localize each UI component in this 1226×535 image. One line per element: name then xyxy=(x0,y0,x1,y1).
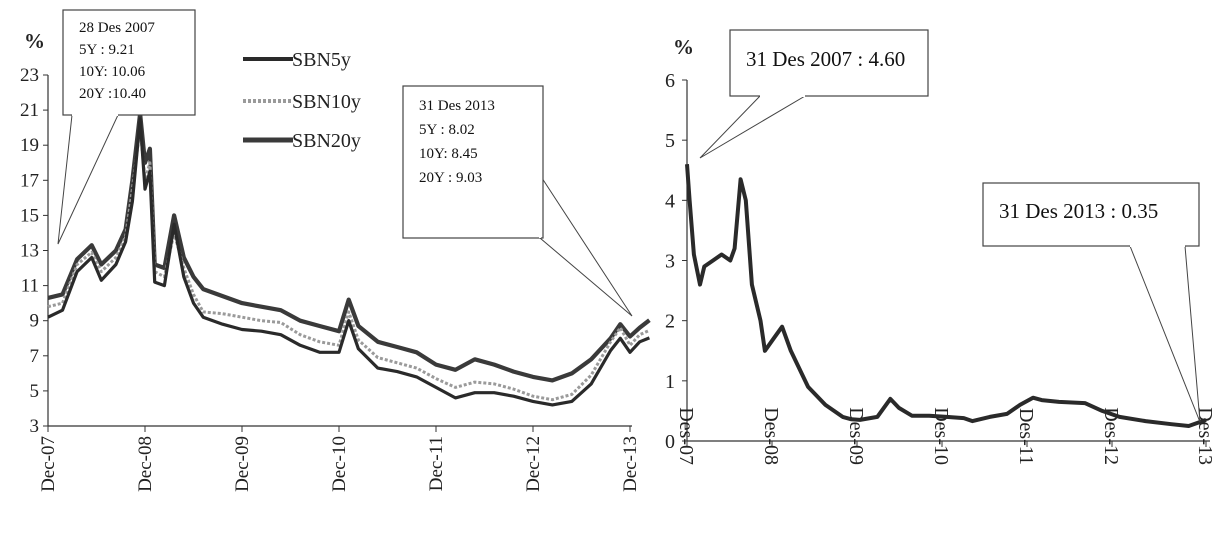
legend-label-sbn5y: SBN5y xyxy=(292,49,351,71)
series-line-sbn10y xyxy=(47,126,651,402)
annotation-end-left-pointer xyxy=(539,173,633,317)
annotation-end-left-line-4: 20Y : 9.03 xyxy=(419,170,482,186)
y-tick-label: 13 xyxy=(20,241,39,262)
y-tick-label: 3 xyxy=(665,251,675,273)
series-line-sbn5y xyxy=(47,117,650,407)
annotation-end-left-line-3: 10Y: 8.45 xyxy=(419,146,478,162)
y-unit-label-left: % xyxy=(24,29,45,53)
x-tick-label: Des-11 xyxy=(1015,408,1037,465)
legend-label-sbn20y: SBN20y xyxy=(292,130,361,152)
y-tick-label: 1 xyxy=(665,371,675,393)
x-tick-label: Dec-11 xyxy=(426,436,447,491)
x-tick-label: Dec-09 xyxy=(232,436,253,492)
legend-label-sbn10y: SBN10y xyxy=(292,91,361,113)
x-tick-label: Dec-13 xyxy=(620,436,641,492)
y-unit-label-right: % xyxy=(673,35,694,59)
annotation-start-right-box xyxy=(729,29,929,97)
annotation-start-left-line-1: 28 Des 2007 xyxy=(79,20,155,36)
y-tick-label: 17 xyxy=(20,170,39,191)
x-tick-label: Des-07 xyxy=(675,407,697,465)
annotation-start-left-line-3: 10Y: 10.06 xyxy=(79,64,146,80)
y-tick-label: 0 xyxy=(665,431,675,453)
x-tick-label: Dec-10 xyxy=(329,436,350,492)
series-line-right xyxy=(685,164,1207,428)
y-tick-label: 5 xyxy=(30,381,40,402)
annotation-end-right-pointer xyxy=(1129,245,1201,423)
y-tick-label: 11 xyxy=(21,276,39,297)
y-tick-label: 3 xyxy=(30,416,40,437)
annotation-start-left-line-4: 20Y :10.40 xyxy=(79,86,146,102)
annotation-start-right-line-1: 31 Des 2007 : 4.60 xyxy=(746,47,905,71)
y-tick-label: 21 xyxy=(20,100,39,121)
annotation-end-left-line-1: 31 Des 2013 xyxy=(419,98,495,114)
y-tick-label: 15 xyxy=(20,205,39,226)
x-tick-label: Des-08 xyxy=(760,407,782,465)
x-tick-label: Des-09 xyxy=(845,407,867,465)
annotation-end-right-box xyxy=(982,182,1200,247)
x-tick-label: Des-10 xyxy=(930,407,952,465)
y-tick-label: 2 xyxy=(665,311,675,333)
y-tick-label: 6 xyxy=(665,70,675,92)
y-tick-label: 19 xyxy=(20,135,39,156)
y-tick-label: 5 xyxy=(665,130,675,152)
x-tick-label: Des-12 xyxy=(1100,407,1122,465)
x-tick-label: Dec-12 xyxy=(523,436,544,492)
y-tick-label: 4 xyxy=(665,190,675,212)
annotation-end-right-line-1: 31 Des 2013 : 0.35 xyxy=(999,199,1158,223)
annotation-start-left-pointer xyxy=(57,114,119,245)
y-tick-label: 7 xyxy=(30,346,40,367)
annotation-end-left-line-2: 5Y : 8.02 xyxy=(419,122,475,138)
x-tick-label: Dec-08 xyxy=(135,436,156,492)
annotation-start-left-line-2: 5Y : 9.21 xyxy=(79,42,135,58)
annotation-end-left-box xyxy=(402,85,544,239)
x-tick-label: Dec-07 xyxy=(38,436,59,492)
y-tick-label: 9 xyxy=(30,311,40,332)
annotation-start-right-pointer xyxy=(699,95,807,159)
y-tick-label: 23 xyxy=(20,65,39,86)
annotation-start-left-box xyxy=(62,9,196,116)
